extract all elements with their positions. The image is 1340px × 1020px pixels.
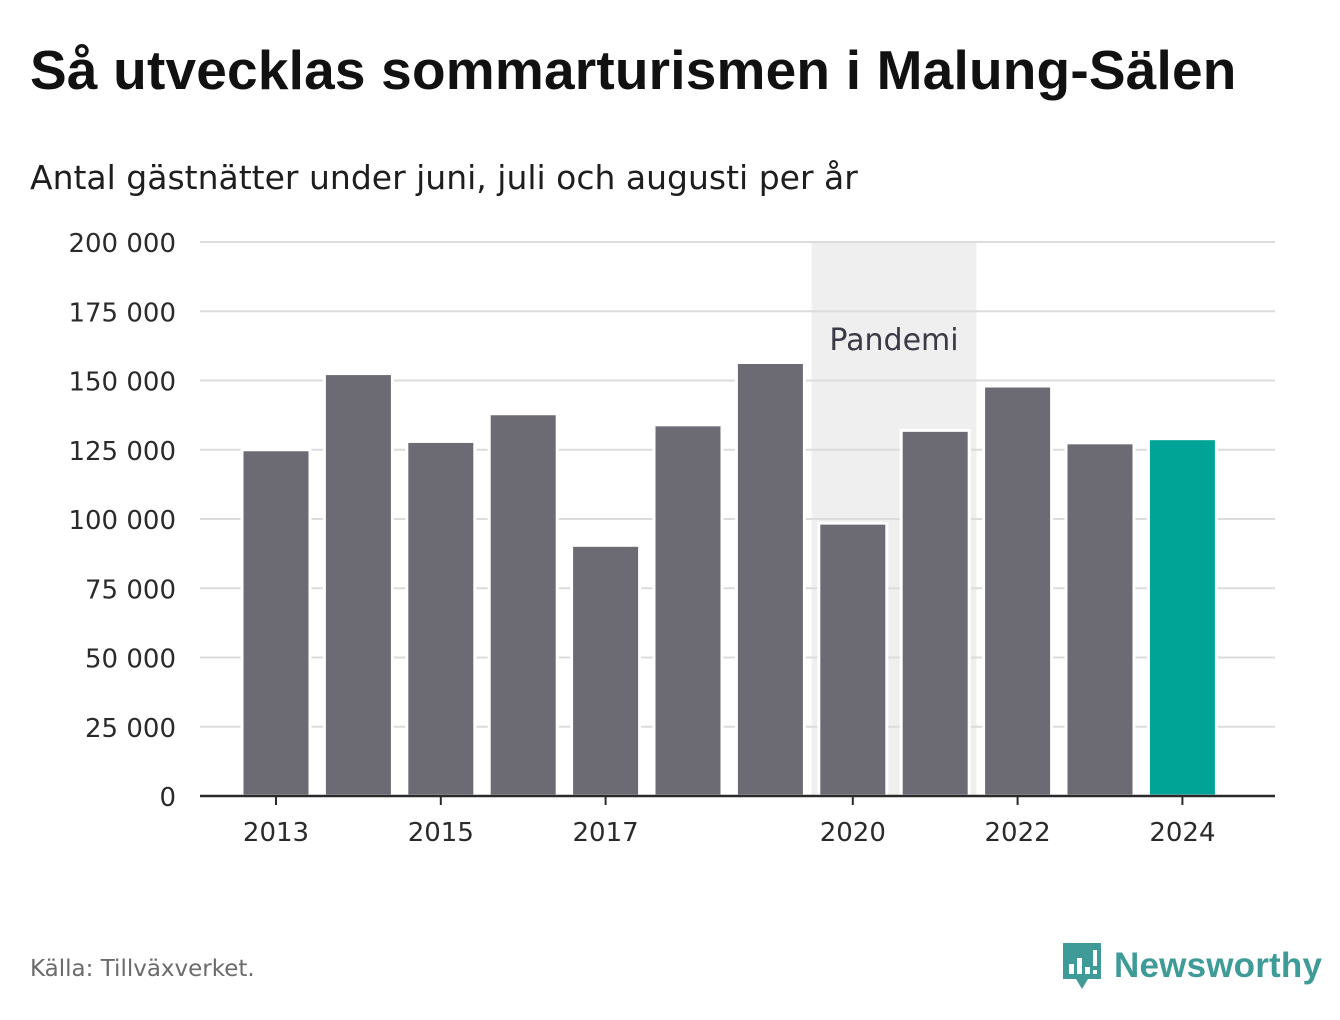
pandemic-label: Pandemi — [829, 323, 958, 358]
y-tick-label: 125 000 — [68, 437, 176, 467]
bar-2014 — [322, 372, 394, 798]
y-tick-label: 50 000 — [85, 645, 176, 675]
y-tick-label: 200 000 — [68, 229, 176, 259]
y-tick-label: 75 000 — [85, 575, 176, 605]
bar-2013 — [240, 448, 312, 798]
bar-2021 — [899, 428, 971, 798]
x-tick-label: 2024 — [1149, 818, 1215, 848]
bar-2024 — [1146, 437, 1218, 798]
bar-2023 — [1064, 441, 1136, 798]
x-tick-label: 2022 — [985, 818, 1051, 848]
y-tick-label: 25 000 — [85, 714, 176, 744]
source-note: Källa: Tillväxverket. — [30, 956, 255, 982]
bar-chart-speech-bubble-icon — [1063, 943, 1101, 989]
bar-2015 — [405, 439, 477, 798]
bar-2020 — [817, 521, 889, 798]
bar-2018 — [652, 423, 724, 798]
bar-2019 — [734, 360, 806, 798]
y-tick-label: 175 000 — [68, 298, 176, 328]
bar-2017 — [570, 543, 642, 798]
x-tick-label: 2013 — [243, 818, 309, 848]
x-tick-label: 2020 — [820, 818, 886, 848]
brand-logo[interactable]: Newsworthy — [1060, 940, 1322, 992]
bar-2022 — [982, 384, 1054, 798]
x-tick-label: 2015 — [408, 818, 474, 848]
x-tick-label: 2017 — [573, 818, 639, 848]
bar-2016 — [487, 412, 559, 798]
bar-chart: Pandemi 0 25 000 50 000 75 000 100 000 125 00… — [68, 229, 1275, 848]
y-tick-label: 100 000 — [68, 506, 176, 536]
chart-title: Så utvecklas sommarturismen i Malung-Säl… — [30, 39, 1237, 101]
y-tick-label: 0 — [159, 783, 176, 813]
brand-name: Newsworthy — [1114, 946, 1323, 985]
chart-subtitle: Antal gästnätter under juni, juli och au… — [30, 158, 858, 197]
y-tick-label: 150 000 — [68, 368, 176, 398]
